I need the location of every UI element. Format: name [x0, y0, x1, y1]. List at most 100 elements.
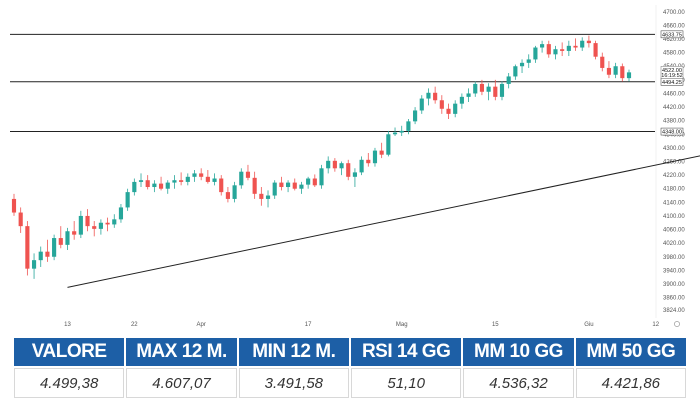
candle-body — [319, 168, 324, 186]
y-tick-label: 4020.00 — [663, 241, 685, 247]
x-tick-label: 22 — [131, 322, 138, 328]
candle-body — [132, 181, 137, 193]
candle-body — [566, 45, 571, 51]
candle-body — [553, 49, 558, 55]
candle-body — [433, 92, 438, 101]
y-tick-label: 4380.00 — [663, 119, 685, 125]
candle-body — [306, 178, 311, 185]
header-max-12m: MAX 12 M. — [126, 338, 237, 366]
candle-body — [586, 40, 591, 44]
candle-body — [593, 43, 598, 57]
y-tick-label: 4660.00 — [663, 23, 685, 29]
value-rsi-14gg: 51,10 — [350, 368, 462, 398]
candle-body — [620, 66, 625, 79]
value-mm-10gg: 4.536,32 — [463, 368, 574, 398]
candle-body — [112, 219, 117, 225]
candle-body — [292, 182, 297, 189]
level-tag-label: 4633.75 — [662, 32, 682, 38]
y-tick-label: 3824.00 — [663, 308, 685, 314]
candle-body — [232, 185, 237, 199]
y-tick-label: 4140.00 — [663, 200, 685, 206]
candle-body — [72, 231, 77, 235]
candle-body — [413, 110, 418, 122]
y-tick-label: 4100.00 — [663, 214, 685, 220]
candle-body — [479, 83, 485, 92]
candle-body — [406, 121, 411, 131]
candle-body — [205, 176, 210, 182]
candle-body — [513, 66, 518, 77]
candle-body — [486, 86, 491, 92]
candle-body — [158, 183, 164, 189]
candle-body — [459, 96, 464, 104]
header-rsi-14gg: RSI 14 GG — [350, 338, 462, 366]
value-valore: 4.499,38 — [14, 368, 125, 398]
candle-body — [526, 59, 531, 63]
candle-body — [546, 44, 551, 55]
level-tag — [660, 127, 684, 136]
y-tick-label: 3980.00 — [663, 255, 685, 261]
price-tag-time: 16:19:52 — [661, 73, 682, 79]
candle-body — [25, 226, 30, 269]
candle-body — [286, 182, 291, 188]
candle-body — [466, 93, 471, 97]
candle-body — [31, 260, 37, 269]
trendline — [67, 155, 700, 288]
candle-body — [192, 173, 197, 177]
y-tick-label: 3860.00 — [663, 296, 685, 302]
y-tick-label: 4260.00 — [663, 160, 685, 166]
x-tick-label: Mag — [396, 322, 408, 328]
x-tick-label: 13 — [64, 322, 71, 328]
candle-body — [265, 195, 271, 199]
candle-body — [499, 83, 505, 97]
candle-body — [392, 132, 398, 135]
y-tick-label: 4300.00 — [663, 146, 685, 152]
candle-body — [165, 182, 170, 189]
x-tick-label: 17 — [305, 322, 312, 328]
header-valore: VALORE — [14, 338, 125, 366]
candle-body — [626, 72, 632, 79]
level-tag-label: 4494.25 — [662, 80, 682, 86]
candle-body — [245, 171, 251, 178]
candle-body — [493, 86, 498, 97]
candle-body — [145, 180, 150, 188]
candle-body — [332, 160, 337, 169]
candle-body — [399, 130, 404, 133]
candle-body — [580, 40, 585, 48]
candle-body — [326, 160, 331, 169]
candle-body — [473, 83, 478, 94]
price-tag — [660, 66, 684, 79]
candle-body — [219, 178, 224, 193]
level-tag — [660, 30, 684, 39]
candle-body — [446, 108, 451, 114]
clock-icon — [674, 321, 680, 327]
candle-body — [172, 180, 177, 183]
y-tick-label: 4420.00 — [663, 105, 685, 111]
candle-body — [11, 198, 17, 213]
header-mm-50gg: MM 50 GG — [575, 338, 686, 366]
candle-body — [38, 251, 43, 261]
candle-body — [58, 238, 63, 245]
candle-body — [339, 163, 344, 169]
header-mm-10gg: MM 10 GG — [463, 338, 574, 366]
y-tick-label: 4220.00 — [663, 173, 685, 179]
y-tick-label: 4580.00 — [663, 51, 685, 57]
candle-body — [426, 92, 431, 99]
candle-body — [372, 150, 378, 164]
value-min-12m: 3.491,58 — [238, 368, 349, 398]
candle-body — [78, 215, 83, 235]
candle-body — [138, 180, 144, 182]
y-tick-label: 4460.00 — [663, 91, 685, 97]
candle-body — [259, 193, 264, 199]
x-tick-label: 15 — [492, 322, 499, 328]
price-chart: 3824.00 3860.00 3900.00 3940.00 3980.00 4020.… — [10, 5, 700, 328]
candle-body — [199, 173, 204, 177]
candle-body — [92, 226, 97, 229]
candle-body — [533, 47, 538, 60]
candle-body — [85, 215, 90, 227]
candle-body — [359, 159, 364, 173]
candle-body — [439, 100, 444, 109]
candle-body — [419, 98, 424, 111]
candle-body — [352, 172, 357, 177]
y-tick-label: 4620.00 — [663, 37, 685, 43]
candle-body — [366, 159, 371, 164]
